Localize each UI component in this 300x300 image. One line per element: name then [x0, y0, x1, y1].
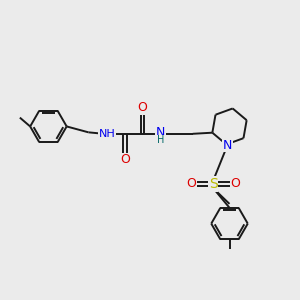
Text: N: N: [156, 126, 165, 139]
Text: O: O: [138, 101, 148, 114]
Text: O: O: [120, 153, 130, 166]
Text: S: S: [209, 177, 218, 191]
Text: O: O: [230, 177, 240, 190]
Text: H: H: [157, 135, 165, 145]
Text: O: O: [186, 177, 196, 190]
Text: NH: NH: [99, 129, 116, 139]
Text: N: N: [223, 139, 232, 152]
